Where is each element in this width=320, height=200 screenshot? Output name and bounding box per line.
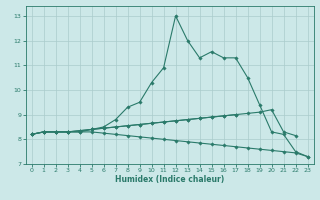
X-axis label: Humidex (Indice chaleur): Humidex (Indice chaleur) <box>115 175 224 184</box>
